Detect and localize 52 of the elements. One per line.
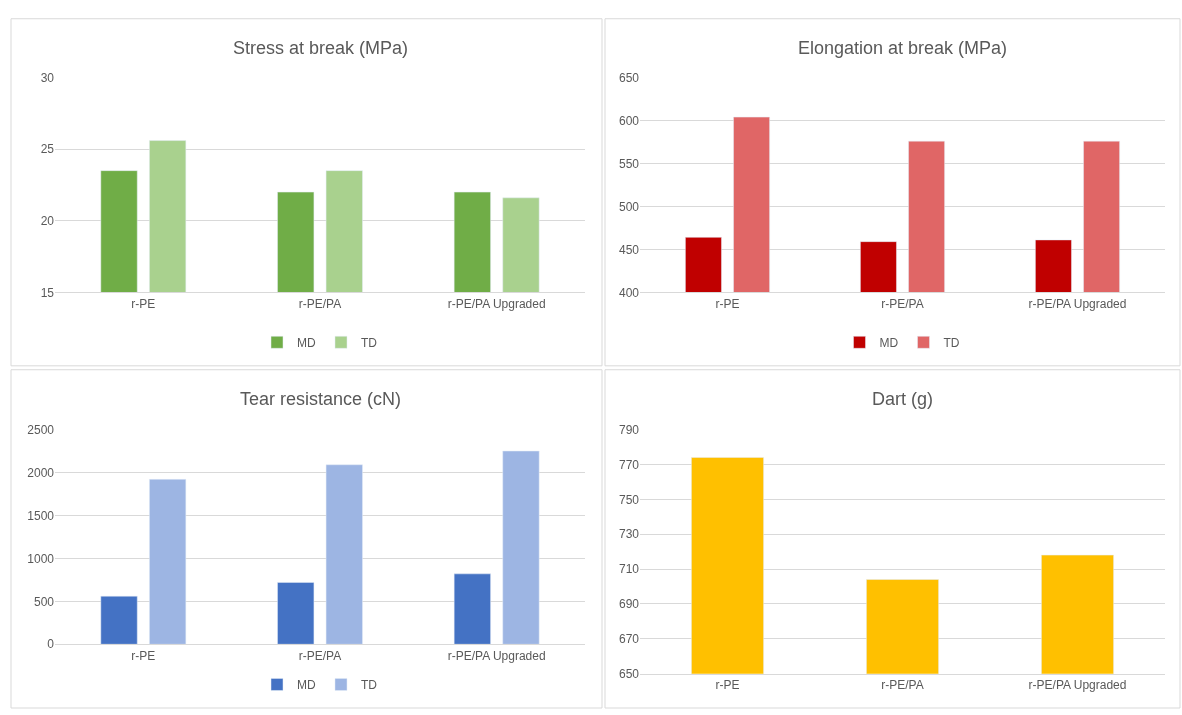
legend-label: MD (297, 335, 316, 350)
y-tick-label: 0 (47, 637, 55, 652)
bar (325, 464, 363, 645)
y-tick-label: 450 (618, 242, 640, 257)
bar (149, 479, 187, 645)
y-tick-label: 15 (40, 285, 55, 300)
x-tick-label: r-PE/PA (881, 296, 924, 311)
chart-title: Dart (g) (872, 389, 934, 409)
legend-label: TD (361, 678, 378, 693)
y-tick-label: 2500 (27, 422, 55, 437)
y-tick-label: 650 (618, 666, 640, 681)
y-tick-label: 550 (618, 156, 640, 171)
bar (100, 595, 138, 645)
y-tick-label: 730 (618, 527, 640, 542)
y-tick-label: 400 (618, 285, 640, 300)
legend-label: TD (943, 335, 960, 350)
chart-title: Elongation at break (MPa) (798, 38, 1008, 58)
y-tick-label: 20 (40, 213, 55, 228)
bar (453, 573, 491, 645)
x-tick-label: r-PE/PA Upgraded (1028, 296, 1127, 311)
y-tick-label: 690 (618, 597, 640, 612)
x-tick-label: r-PE (131, 296, 156, 311)
y-tick-label: 25 (40, 142, 55, 157)
x-tick-label: r-PE/PA Upgraded (447, 296, 546, 311)
y-tick-label: 670 (618, 632, 640, 647)
x-tick-label: r-PE/PA Upgraded (447, 648, 546, 663)
y-tick-label: 2000 (27, 465, 55, 480)
y-tick-label: 790 (618, 422, 640, 437)
x-tick-label: r-PE (715, 296, 740, 311)
x-tick-label: r-PE/PA Upgraded (1028, 678, 1127, 693)
y-tick-label: 650 (618, 70, 640, 85)
y-tick-label: 1000 (27, 551, 55, 566)
bar (502, 450, 540, 645)
y-tick-label: 1500 (27, 508, 55, 523)
bar (277, 582, 315, 645)
y-tick-label: 30 (40, 70, 55, 85)
y-tick-label: 500 (33, 594, 55, 609)
legend-label: TD (361, 335, 378, 350)
y-tick-label: 500 (618, 199, 640, 214)
y-tick-label: 750 (618, 492, 640, 507)
legend-label: MD (297, 678, 316, 693)
x-tick-label: r-PE/PA (298, 296, 342, 311)
x-tick-label: r-PE/PA (298, 648, 342, 663)
y-tick-label: 770 (618, 457, 640, 472)
chart-title: Tear resistance (cN) (240, 389, 402, 409)
chart-title: Stress at break (MPa) (233, 38, 409, 58)
x-tick-label: r-PE (131, 648, 156, 663)
x-tick-label: r-PE/PA (881, 678, 924, 693)
x-tick-label: r-PE (715, 678, 740, 693)
y-tick-label: 600 (618, 113, 640, 128)
legend-label: MD (879, 335, 899, 350)
y-tick-label: 710 (618, 562, 640, 577)
